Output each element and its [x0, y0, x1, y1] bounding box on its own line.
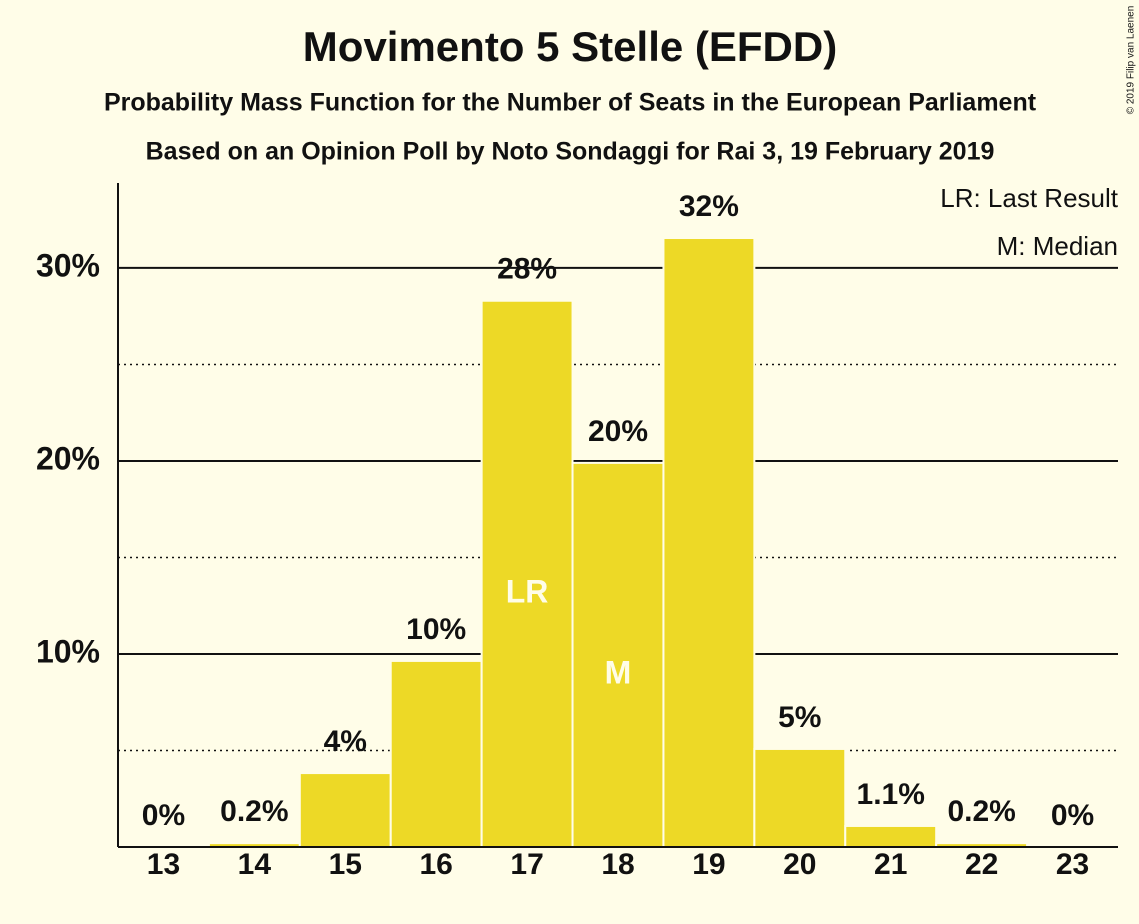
bar-marker: M — [605, 654, 632, 690]
value-label: 1.1% — [857, 778, 925, 811]
bar — [571, 461, 665, 848]
y-tick-label: 20% — [36, 440, 100, 476]
value-label: 20% — [588, 415, 648, 448]
value-label: 10% — [406, 613, 466, 646]
x-tick-label: 13 — [147, 848, 180, 881]
chart-subtitle: Based on an Opinion Poll by Noto Sondagg… — [146, 138, 995, 166]
bar — [389, 659, 483, 849]
x-tick-label: 23 — [1056, 848, 1089, 881]
x-tick-label: 17 — [510, 848, 543, 881]
x-tick-label: 16 — [419, 848, 452, 881]
value-label: 4% — [324, 725, 367, 758]
value-label: 0% — [1051, 799, 1094, 832]
bar — [662, 237, 756, 848]
y-tick-label: 30% — [36, 247, 100, 283]
bar — [298, 772, 392, 848]
value-label: 0.2% — [220, 795, 288, 828]
x-tick-label: 14 — [238, 848, 272, 881]
chart-subtitle: Probability Mass Function for the Number… — [104, 89, 1037, 117]
bar-marker: LR — [506, 573, 549, 609]
value-label: 0.2% — [947, 795, 1015, 828]
x-tick-label: 15 — [329, 848, 362, 881]
y-tick-label: 10% — [36, 633, 100, 669]
value-label: 5% — [778, 701, 821, 734]
bar — [480, 299, 574, 848]
x-tick-label: 21 — [874, 848, 907, 881]
chart-title: Movimento 5 Stelle (EFDD) — [303, 23, 837, 70]
x-tick-label: 20 — [783, 848, 816, 881]
bar — [844, 824, 938, 848]
value-label: 28% — [497, 253, 557, 286]
value-label: 32% — [679, 190, 739, 223]
legend-entry: M: Median — [997, 231, 1118, 261]
x-tick-label: 18 — [601, 848, 634, 881]
x-tick-label: 22 — [965, 848, 998, 881]
copyright: © 2019 Filip van Laenen — [1126, 6, 1137, 115]
legend-entry: LR: Last Result — [940, 183, 1119, 213]
value-label: 0% — [142, 799, 185, 832]
x-tick-label: 19 — [692, 848, 725, 881]
bar — [753, 747, 847, 849]
